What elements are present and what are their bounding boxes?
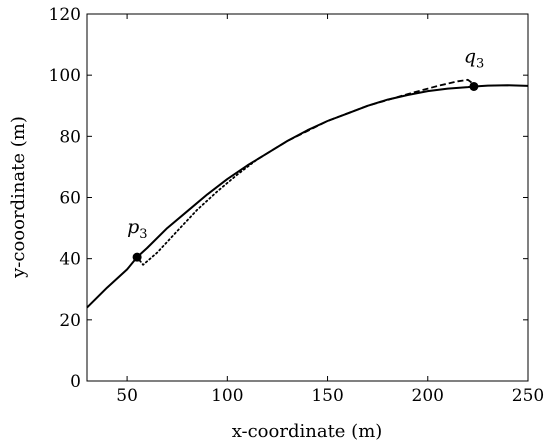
dashed-series-line [256, 78, 473, 161]
x-tick-label: 150 [311, 386, 343, 406]
x-tick-label: 200 [412, 386, 444, 406]
x-tick-label: 100 [211, 386, 243, 406]
dotted-series-line [136, 158, 259, 266]
y-tick-label: 0 [70, 372, 81, 392]
x-axis-label: x-coordinate (m) [232, 421, 383, 442]
marker-q3 [469, 81, 479, 91]
x-tick-label: 50 [116, 386, 138, 406]
marker-points: p3 q3 [127, 45, 484, 262]
plot-frame [86, 13, 529, 382]
x-tick-label: 250 [512, 386, 544, 406]
marker-label-q3: q3 [464, 45, 484, 71]
y-tick-label: 100 [49, 66, 81, 86]
y-tick-label: 20 [59, 311, 81, 331]
y-tick-label: 60 [59, 189, 81, 209]
axis-ticks: 50 100 150 200 250 0 20 40 60 80 100 120 [49, 5, 545, 406]
y-tick-label: 80 [59, 127, 81, 147]
y-tick-label: 120 [49, 5, 81, 25]
solid-series-line [86, 84, 529, 309]
marker-p3 [132, 252, 142, 262]
y-axis-label: y-cooordinate (m) [8, 116, 29, 279]
series-lines [86, 78, 529, 309]
y-tick-label: 40 [59, 250, 81, 270]
marker-label-p3: p3 [127, 216, 147, 242]
